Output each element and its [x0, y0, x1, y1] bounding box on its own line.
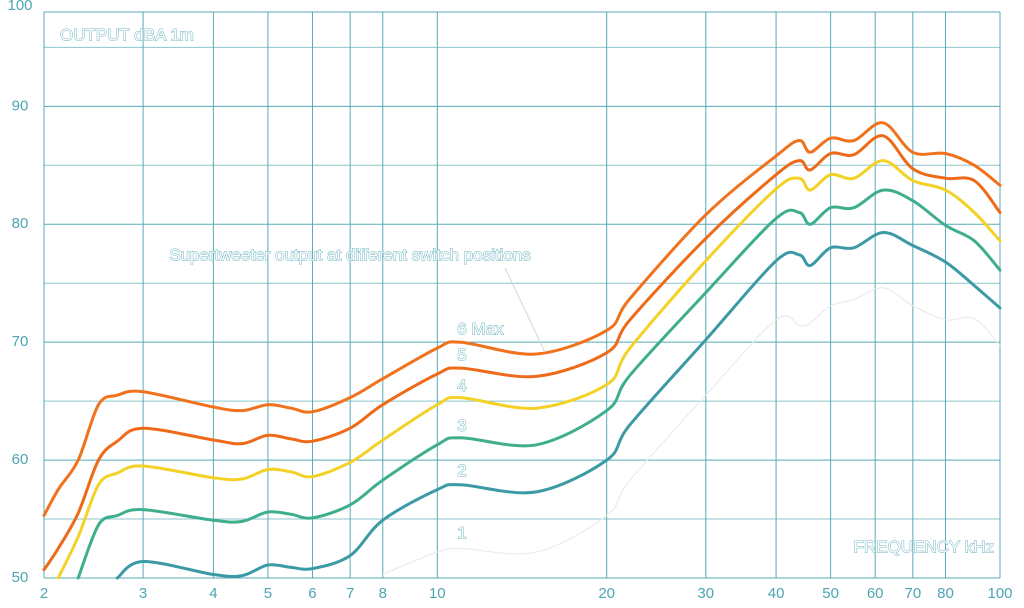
series-label: 3: [457, 416, 466, 435]
y-tick-label: 100: [7, 0, 32, 14]
y-tick-label: 90: [12, 97, 29, 114]
series-label: 1: [457, 524, 466, 543]
annotation: Supertweeter output at different switch …: [169, 245, 531, 264]
series-label: 6 Max: [457, 320, 504, 339]
y-tick-label: 70: [12, 333, 29, 350]
x-tick-label: 2: [40, 585, 48, 602]
y-tick-label: 50: [12, 569, 29, 586]
x-tick-label: 50: [822, 585, 839, 602]
series-line: [76, 188, 1002, 580]
x-tick-label: 4: [209, 585, 217, 602]
x-tick-label: 6: [308, 585, 316, 602]
series-label: 2: [457, 461, 466, 480]
labels: 50 60 70 80 90 100 2 3 4 5 6 7 8 10 20 30 40 50 60 70 80 100 1…: [7, 0, 1012, 602]
series-line: [42, 121, 1002, 517]
series-line: [382, 287, 1001, 576]
x-tick-label: 40: [768, 585, 785, 602]
grid: [43, 11, 1001, 579]
annotation-pointer: [504, 267, 546, 353]
x-tick-label: 3: [139, 585, 147, 602]
y-tick-label: 60: [12, 451, 29, 468]
y-tick-label: 80: [12, 215, 29, 232]
x-tick-label: 30: [697, 585, 714, 602]
series-line: [56, 159, 1002, 580]
lines: [42, 121, 1002, 580]
series-line: [115, 231, 1002, 580]
x-tick-label: 80: [937, 585, 954, 602]
x-tick-label: 100: [987, 585, 1012, 602]
series-label: 5: [457, 345, 466, 364]
x-tick-label: 7: [346, 585, 354, 602]
x-tick-label: 5: [264, 585, 272, 602]
x-tick-label: 60: [867, 585, 884, 602]
series-label: 4: [457, 376, 466, 395]
axis-title: OUTPUT dBA 1m: [60, 25, 194, 44]
x-tick-label: 70: [904, 585, 921, 602]
x-axis-label: FREQUENCY kHz: [854, 537, 994, 556]
x-tick-label: 10: [429, 585, 446, 602]
series-line: [42, 134, 1002, 572]
x-tick-label: 8: [379, 585, 387, 602]
x-tick-label: 20: [598, 585, 615, 602]
